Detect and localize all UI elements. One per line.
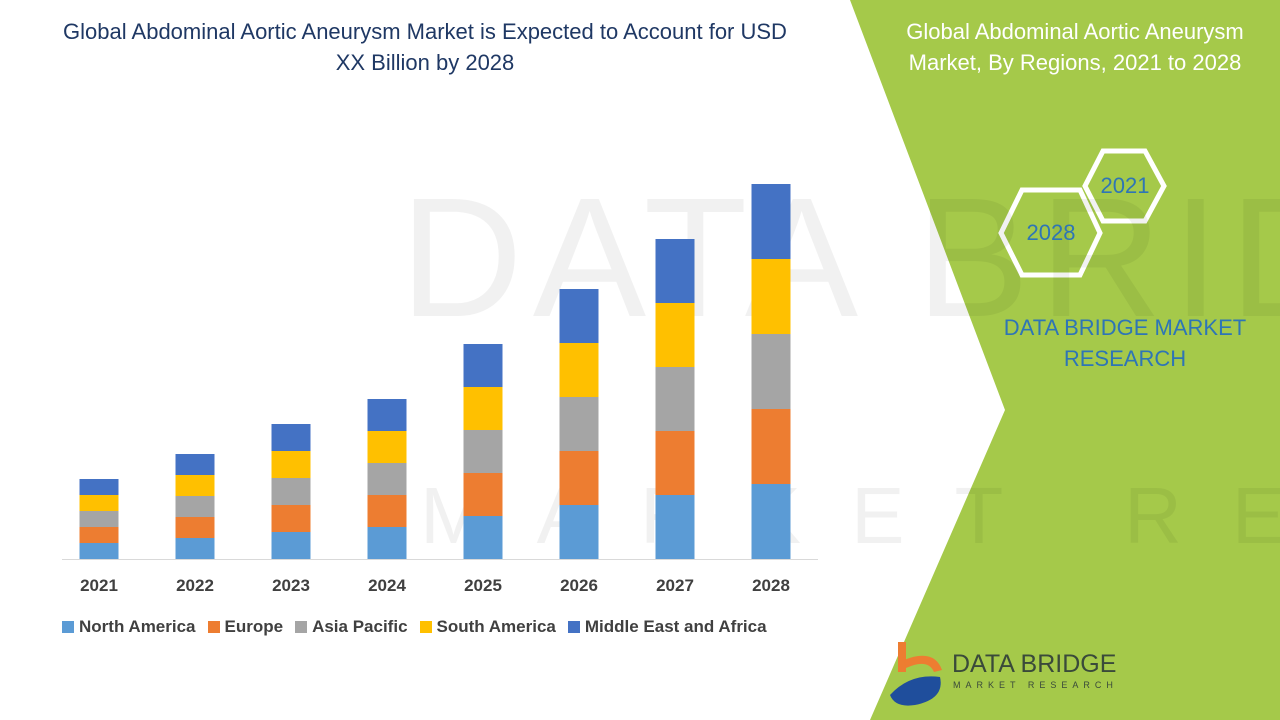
bar-segment-2021-north-america — [79, 543, 119, 559]
bar-segment-2025-south-america — [463, 387, 503, 430]
legend-item-europe: Europe — [207, 617, 284, 637]
legend-swatch — [62, 621, 74, 633]
chart-title: Global Abdominal Aortic Aneurysm Market … — [63, 19, 787, 75]
bar-segment-2023-asia-pacific — [271, 478, 311, 505]
bar-segment-2027-north-america — [655, 495, 695, 559]
bar-segment-2024-asia-pacific — [367, 463, 407, 495]
logo-name: DATA BRIDGE — [952, 650, 1117, 678]
legend-label: South America — [436, 617, 556, 636]
hexagon-2028 — [998, 187, 1103, 278]
bar-segment-2027-europe — [655, 431, 695, 495]
bar-segment-2024-south-america — [367, 431, 407, 463]
x-tick-label: 2026 — [560, 576, 598, 595]
bar-segment-2026-middle-east-and-africa — [559, 289, 599, 343]
watermark: DATA BRIDGE — [400, 163, 1280, 353]
bar-segment-2023-europe — [271, 505, 311, 532]
brand-text: DATA BRIDGE MARKET RESEARCH — [1003, 315, 1247, 371]
logo-subtitle: MARKET RESEARCH — [953, 680, 1118, 690]
bar-segment-2025-europe — [463, 473, 503, 516]
bar-segment-2021-europe — [79, 527, 119, 543]
legend-label: Europe — [224, 617, 284, 636]
x-tick-label: 2023 — [272, 576, 310, 595]
bar-segment-2026-asia-pacific — [559, 397, 599, 451]
bar-segment-2025-asia-pacific — [463, 430, 503, 473]
bar-segment-2026-north-america — [559, 505, 599, 559]
legend-item-south-america: South America — [419, 617, 556, 637]
legend: North America Europe Asia Pacific South … — [62, 617, 767, 637]
legend-label: North America — [79, 617, 196, 636]
hex-label-2028: 2028 — [1026, 220, 1076, 245]
legend-item-asia-pacific: Asia Pacific — [295, 617, 408, 637]
green-side-panel — [850, 0, 1280, 720]
bar-segment-2021-middle-east-and-africa — [79, 479, 119, 495]
legend-item-middle-east-africa: Middle East and Africa — [567, 617, 767, 637]
legend-swatch — [419, 621, 432, 633]
bar-segment-2021-south-america — [79, 495, 119, 511]
bar-segment-2022-middle-east-and-africa — [175, 454, 215, 475]
bar-segment-2022-asia-pacific — [175, 496, 215, 517]
bar-segment-2024-north-america — [367, 527, 407, 559]
bar-segment-2024-middle-east-and-africa — [367, 399, 407, 431]
hex-label-2021: 2021 — [1100, 173, 1150, 198]
x-tick-label: 2022 — [176, 576, 214, 595]
legend-swatch — [295, 621, 308, 633]
hexagon-2021 — [1082, 148, 1167, 224]
x-tick-label: 2025 — [464, 576, 502, 595]
legend-swatch — [567, 621, 580, 633]
bar-segment-2025-north-america — [463, 516, 503, 559]
bar-segment-2022-south-america — [175, 475, 215, 496]
legend-swatch — [207, 621, 220, 633]
bar-segment-2026-europe — [559, 451, 599, 505]
bar-segment-2022-north-america — [175, 538, 215, 559]
bar-segment-2025-middle-east-and-africa — [463, 344, 503, 387]
bar-segment-2028-middle-east-and-africa — [751, 184, 791, 259]
legend-item-north-america: North America — [62, 617, 196, 637]
bar-segment-2023-north-america — [271, 532, 311, 559]
x-tick-label: 2028 — [752, 576, 790, 595]
x-tick-label: 2024 — [368, 576, 406, 595]
bar-segment-2027-south-america — [655, 303, 695, 367]
side-panel-title: Global Abdominal Aortic Aneurysm Market,… — [906, 19, 1244, 75]
x-tick-label: 2027 — [656, 576, 694, 595]
bar-segment-2023-south-america — [271, 451, 311, 478]
bar-segment-2028-europe — [751, 409, 791, 484]
bar-segment-2028-south-america — [751, 259, 791, 334]
x-tick-label: 2021 — [80, 576, 118, 595]
bar-segment-2027-middle-east-and-africa — [655, 239, 695, 303]
logo-icon — [890, 642, 942, 706]
legend-label: Middle East and Africa — [584, 617, 767, 636]
bar-segment-2021-asia-pacific — [79, 511, 119, 527]
bar-segment-2028-asia-pacific — [751, 334, 791, 409]
bar-segment-2022-europe — [175, 517, 215, 538]
bar-segment-2028-north-america — [751, 484, 791, 559]
bar-segment-2024-europe — [367, 495, 407, 527]
bar-segment-2023-middle-east-and-africa — [271, 424, 311, 451]
bar-segment-2027-asia-pacific — [655, 367, 695, 431]
legend-label: Asia Pacific — [312, 617, 408, 636]
bar-segment-2026-south-america — [559, 343, 599, 397]
